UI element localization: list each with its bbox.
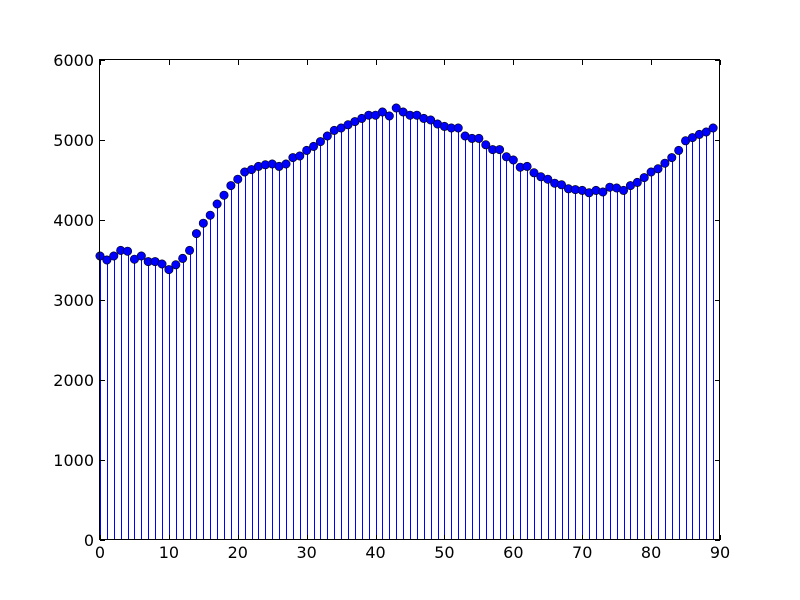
- x-tick-label: 50: [434, 543, 454, 562]
- y-tick-label: 0: [84, 531, 94, 550]
- stem-marker: [315, 137, 325, 147]
- plot-frame: [99, 59, 720, 540]
- stem-marker: [171, 260, 181, 270]
- y-tick-label: 3000: [53, 291, 94, 310]
- stem-marker: [226, 181, 236, 191]
- stem-marker: [102, 255, 112, 265]
- stem-marker: [219, 190, 229, 200]
- stem-marker: [109, 251, 119, 261]
- stem-marker: [233, 174, 243, 184]
- y-axis: 0 1000 2000 3000 4000 5000 6000: [53, 51, 720, 550]
- x-tick-label: 80: [641, 543, 661, 562]
- stem-marker: [522, 161, 532, 171]
- stem-marker: [529, 168, 539, 178]
- stem-marker: [619, 185, 629, 195]
- stem-marker: [708, 123, 718, 133]
- stem-marker: [198, 218, 208, 228]
- stem-marker: [508, 155, 518, 165]
- stem-marker: [281, 159, 291, 169]
- x-tick-label: 10: [159, 543, 179, 562]
- stem-marker: [667, 153, 677, 163]
- stem-markers: [95, 103, 718, 275]
- stem-marker: [164, 265, 174, 275]
- x-axis: 0 10 20 30 40 50 60 70 80 90: [95, 60, 730, 562]
- stem-marker: [384, 111, 394, 121]
- stem-marker: [632, 177, 642, 187]
- stem-marker: [701, 127, 711, 137]
- stem-marker: [191, 229, 201, 239]
- stem-marker: [495, 145, 505, 155]
- x-tick-label: 30: [296, 543, 316, 562]
- x-tick-label: 20: [228, 543, 248, 562]
- y-tick-label: 5000: [53, 131, 94, 150]
- stem-marker: [426, 115, 436, 125]
- y-tick-label: 2000: [53, 371, 94, 390]
- stem-marker: [639, 173, 649, 183]
- y-tick-label: 6000: [53, 51, 94, 70]
- y-tick-label: 1000: [53, 451, 94, 470]
- stem-marker: [309, 141, 319, 151]
- stem-marker: [136, 251, 146, 261]
- stem-marker: [157, 259, 167, 269]
- stem-marker: [302, 145, 312, 155]
- stem-marker: [543, 174, 553, 184]
- x-tick-label: 40: [365, 543, 385, 562]
- stem-marker: [674, 145, 684, 155]
- x-tick-label: 0: [95, 543, 105, 562]
- stem-marker: [598, 187, 608, 197]
- stem-marker: [453, 123, 463, 133]
- stem-lines: [100, 108, 714, 540]
- x-tick-label: 70: [572, 543, 592, 562]
- stem-marker: [377, 107, 387, 117]
- stem-marker: [474, 133, 484, 143]
- stem-marker: [212, 199, 222, 209]
- x-tick-label: 60: [503, 543, 523, 562]
- stem-marker: [123, 246, 133, 256]
- y-tick-label: 4000: [53, 211, 94, 230]
- stem-marker: [653, 164, 663, 174]
- stem-marker: [295, 151, 305, 161]
- stem-marker: [557, 180, 567, 190]
- stem-marker: [481, 140, 491, 150]
- stem-marker: [205, 210, 215, 220]
- stem-marker: [185, 245, 195, 255]
- stem-marker: [391, 103, 401, 113]
- x-tick-label: 90: [710, 543, 730, 562]
- stem-marker: [660, 158, 670, 168]
- stem-marker: [178, 253, 188, 263]
- stem-marker: [322, 131, 332, 141]
